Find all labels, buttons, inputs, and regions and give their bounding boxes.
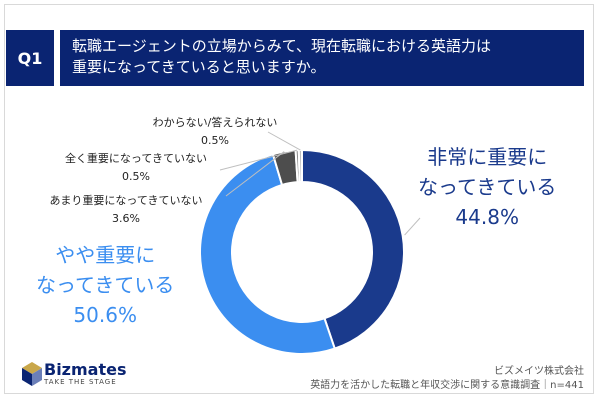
leader-very-important bbox=[404, 217, 421, 236]
slice-value-very-important: 44.8% bbox=[455, 205, 519, 229]
slice-label-somewhat-important: やや重要に なってきている 50.6% bbox=[36, 240, 174, 330]
bizmates-logo-icon bbox=[22, 362, 42, 386]
slice-label-not-at-all: 全く重要になってきていない 0.5% bbox=[46, 150, 226, 183]
question-line-2: 重要になってきていると思いますか。 bbox=[72, 58, 326, 76]
slice-label-very-important-line-2: なってきている bbox=[418, 175, 557, 199]
slice-value-dont-know: 0.5% bbox=[201, 134, 229, 147]
slice-somewhat-important bbox=[199, 152, 337, 356]
slice-label-not-at-all-text: 全く重要になってきていない bbox=[64, 152, 208, 165]
slice-value-not-at-all: 0.5% bbox=[122, 170, 150, 183]
slice-label-somewhat-important-line-1: やや重要に bbox=[55, 243, 156, 267]
slice-label-not-very: あまり重要になってきていない 3.6% bbox=[36, 192, 216, 225]
slice-label-very-important-line-1: 非常に重要に bbox=[427, 145, 548, 169]
slice-label-dont-know: わからない/答えられない 0.5% bbox=[140, 114, 290, 147]
slice-label-not-very-text: あまり重要になってきていない bbox=[49, 194, 203, 207]
question-badge: Q1 bbox=[6, 30, 54, 86]
question-box: 転職エージェントの立場からみて、現在転職における英語力は 重要になってきていると… bbox=[60, 30, 584, 86]
slice-dont-know bbox=[297, 148, 303, 184]
leader-not-at-all bbox=[219, 149, 298, 171]
question-line-1: 転職エージェントの立場からみて、現在転職における英語力は bbox=[72, 37, 491, 55]
slice-label-dont-know-text: わからない/答えられない bbox=[152, 116, 278, 129]
brand-tagline: TAKE THE STAGE bbox=[44, 378, 117, 386]
brand-name: Bizmates bbox=[44, 360, 127, 379]
source-company: ビズメイツ株式会社 bbox=[494, 366, 584, 377]
slice-label-somewhat-important-line-2: なってきている bbox=[36, 273, 175, 297]
leader-dont-know bbox=[267, 131, 301, 151]
slice-very-important bbox=[301, 148, 405, 350]
slice-label-very-important: 非常に重要に なってきている 44.8% bbox=[418, 142, 556, 232]
source-survey: 英語力を活かした転職と年収交渉に関する意識調査｜n=441 bbox=[310, 380, 584, 391]
leader-not-very bbox=[225, 151, 285, 197]
slice-value-somewhat-important: 50.6% bbox=[73, 303, 137, 327]
slice-value-not-very: 3.6% bbox=[112, 212, 140, 225]
